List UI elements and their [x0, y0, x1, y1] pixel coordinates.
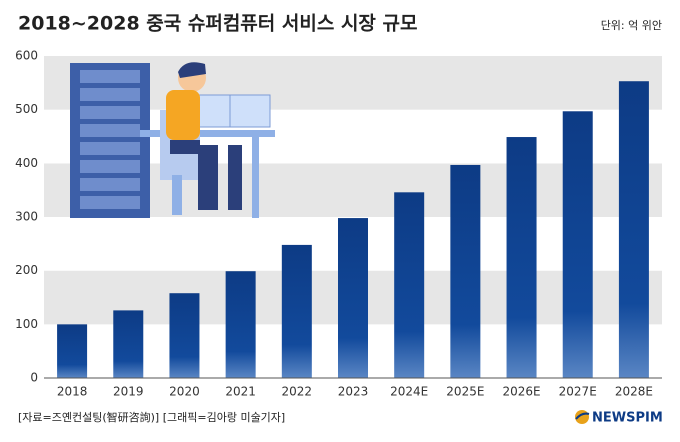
x-tick-label: 2025E: [446, 385, 484, 399]
x-tick-label: 2019: [113, 385, 144, 399]
bar: [338, 218, 368, 378]
y-tick-label: 600: [15, 49, 38, 63]
bar: [57, 324, 88, 378]
x-tick-label: 2018: [57, 385, 88, 399]
y-tick-label: 400: [15, 156, 38, 170]
plot: 0 100 200 300 400 500 600 2018 2019 2020 2021 2022 2…: [15, 49, 653, 399]
y-tick-label: 200: [15, 263, 38, 277]
bar: [113, 310, 144, 378]
unit-label: 단위: 억 위안: [601, 19, 662, 32]
illustration: [70, 62, 275, 218]
y-tick-label: 0: [30, 371, 38, 385]
x-tick-label: 2021: [225, 385, 256, 399]
y-tick-label: 500: [15, 102, 38, 116]
x-tick-label: 2026E: [502, 385, 540, 399]
bar: [394, 192, 425, 378]
bar: [562, 111, 593, 378]
source-note: [자료=즈옌컨설팅(智研咨詢)] [그래픽=김아랑 미술기자]: [18, 410, 285, 424]
bar: [281, 244, 312, 378]
x-tick-label: 2022: [282, 385, 313, 399]
bar: [225, 271, 256, 378]
chart-title: 2018~2028 중국 슈퍼컴퓨터 서비스 시장 규모: [18, 13, 417, 35]
bar: [450, 164, 481, 378]
x-tick-label: 2028E: [615, 385, 653, 399]
bar: [169, 293, 200, 378]
y-tick-label: 100: [15, 317, 38, 331]
y-tick-label: 300: [15, 210, 38, 224]
logo-swoosh: [575, 412, 590, 420]
bar: [618, 81, 649, 379]
bar: [506, 137, 537, 378]
x-tick-label: 2024E: [390, 385, 428, 399]
x-tick-label: 2020: [169, 385, 200, 399]
x-tick-label: 2027E: [559, 385, 597, 399]
x-tick-label: 2023: [338, 385, 369, 399]
brand-logo: NEWSPIM: [592, 411, 663, 426]
